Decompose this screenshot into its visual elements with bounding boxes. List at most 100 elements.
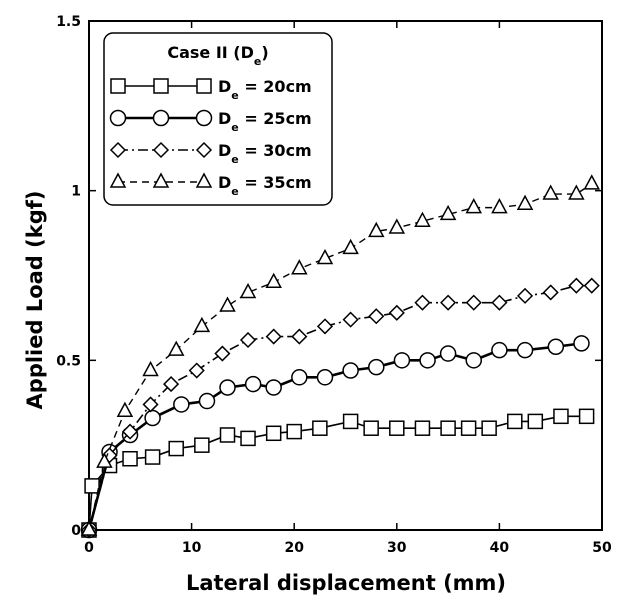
data-point bbox=[414, 420, 431, 436]
legend-entry-diamond: De = 30cm bbox=[109, 141, 312, 166]
legend-entry-triangle: De = 35cm bbox=[109, 172, 312, 198]
data-point bbox=[265, 272, 282, 289]
data-point bbox=[239, 282, 257, 299]
legend-marker bbox=[109, 141, 127, 159]
data-point bbox=[96, 452, 113, 468]
data-point bbox=[583, 174, 600, 190]
data-point bbox=[316, 248, 334, 265]
data-point bbox=[465, 294, 482, 311]
legend-label: De = 30cm bbox=[218, 141, 312, 166]
data-point bbox=[440, 420, 456, 436]
data-point bbox=[142, 396, 159, 413]
legend-marker bbox=[152, 172, 170, 188]
data-point bbox=[368, 221, 385, 238]
series-circle bbox=[80, 335, 590, 539]
data-point bbox=[583, 277, 600, 294]
data-point bbox=[265, 379, 282, 396]
legend-entry-square: De = 20cm bbox=[110, 77, 312, 102]
data-point bbox=[542, 284, 559, 301]
legend-marker bbox=[109, 172, 127, 188]
data-point bbox=[491, 294, 508, 311]
data-point bbox=[265, 425, 282, 442]
data-point bbox=[419, 352, 436, 369]
data-point bbox=[194, 437, 210, 453]
data-point bbox=[84, 478, 100, 494]
x-tick-label: 30 bbox=[387, 540, 407, 556]
data-point bbox=[439, 204, 457, 221]
data-point bbox=[578, 408, 595, 425]
legend-label: De = 35cm bbox=[218, 173, 312, 198]
data-point bbox=[368, 358, 385, 376]
data-point bbox=[144, 409, 161, 427]
legend-marker bbox=[109, 109, 127, 127]
series-line bbox=[87, 342, 582, 531]
data-point bbox=[342, 362, 359, 379]
legend-marker bbox=[195, 172, 213, 188]
data-point bbox=[439, 345, 457, 362]
data-point bbox=[142, 360, 159, 377]
data-point bbox=[265, 328, 282, 345]
y-tick-label: 1 bbox=[71, 184, 81, 200]
data-point bbox=[465, 352, 482, 369]
data-point bbox=[144, 449, 161, 465]
data-point bbox=[342, 238, 359, 255]
data-point bbox=[342, 311, 359, 328]
data-point bbox=[188, 362, 205, 379]
series-square bbox=[81, 408, 595, 538]
data-point bbox=[542, 184, 559, 200]
data-point bbox=[291, 259, 308, 275]
data-point bbox=[393, 352, 411, 369]
legend: Case II (De) De = 20cm De = 25cm De = 30cm D… bbox=[103, 32, 333, 206]
y-axis-title: Applied Load (kgf) bbox=[23, 191, 47, 410]
data-point bbox=[568, 277, 585, 294]
data-point bbox=[363, 420, 379, 436]
data-point bbox=[516, 287, 534, 304]
data-point bbox=[547, 338, 565, 356]
data-point bbox=[286, 423, 302, 440]
data-point bbox=[388, 218, 406, 234]
series-line bbox=[88, 183, 593, 531]
legend-marker bbox=[195, 141, 213, 159]
data-point bbox=[527, 413, 544, 430]
data-point bbox=[167, 340, 185, 356]
data-point bbox=[219, 296, 236, 312]
data-point bbox=[116, 401, 134, 417]
data-point bbox=[291, 369, 308, 386]
data-point bbox=[553, 408, 569, 425]
legend-marker bbox=[195, 109, 213, 127]
x-tick-label: 40 bbox=[490, 540, 510, 556]
data-point bbox=[173, 396, 190, 413]
data-point bbox=[388, 304, 405, 321]
data-point bbox=[568, 184, 585, 200]
data-point bbox=[573, 335, 590, 352]
x-tick-label: 10 bbox=[182, 540, 202, 556]
legend-title: Case II (De) bbox=[167, 43, 268, 68]
data-point bbox=[491, 198, 508, 214]
data-point bbox=[507, 413, 523, 430]
data-point bbox=[312, 420, 328, 436]
legend-marker bbox=[110, 78, 126, 94]
legend-marker bbox=[153, 78, 169, 94]
legend-label: De = 20cm bbox=[218, 77, 312, 102]
x-axis-title: Lateral displacement (mm) bbox=[186, 571, 506, 595]
series-diamond bbox=[80, 277, 600, 539]
data-point bbox=[80, 520, 98, 536]
x-tick-label: 50 bbox=[592, 540, 612, 556]
data-point bbox=[516, 194, 534, 210]
legend-label: De = 25cm bbox=[218, 109, 312, 134]
data-point bbox=[414, 211, 431, 227]
legend-marker bbox=[152, 109, 170, 127]
x-tick-label: 20 bbox=[284, 540, 304, 556]
data-point bbox=[121, 423, 139, 440]
legend-entry-circle: De = 25cm bbox=[109, 109, 312, 134]
data-point bbox=[440, 294, 457, 311]
data-point bbox=[342, 413, 359, 430]
series-line bbox=[88, 415, 587, 531]
data-point bbox=[219, 427, 236, 443]
series-triangle bbox=[80, 174, 600, 536]
data-point bbox=[244, 375, 262, 393]
data-point bbox=[491, 341, 508, 359]
data-point bbox=[239, 331, 257, 349]
data-point bbox=[516, 341, 534, 359]
